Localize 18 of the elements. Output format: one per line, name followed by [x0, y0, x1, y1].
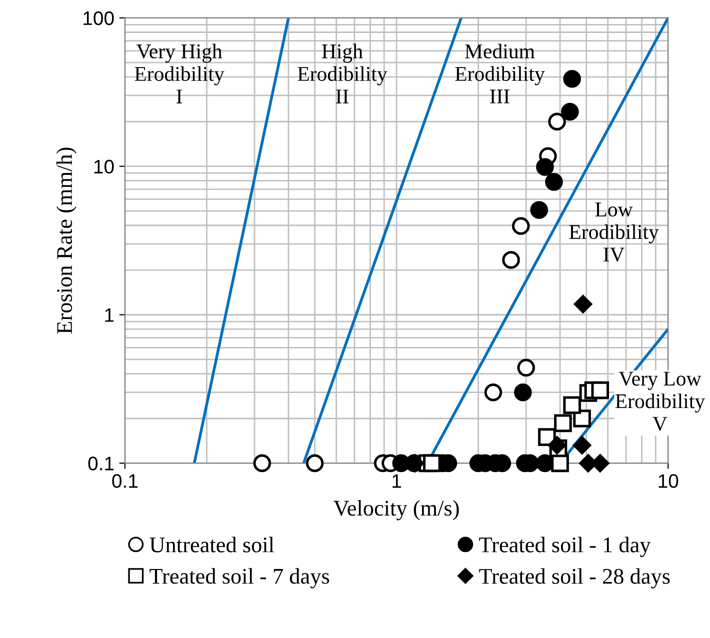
- annotation: Medium Erodibility III: [455, 44, 545, 104]
- annotation: Very High Erodibility I: [134, 44, 224, 104]
- legend-label: Treated soil - 28 days: [479, 568, 670, 588]
- y-tick-label: 10: [94, 160, 114, 174]
- legend-label: Untreated soil: [150, 536, 274, 552]
- x-tick-label: 10: [658, 474, 678, 488]
- annotation: Low Erodibility IV: [569, 202, 659, 262]
- legend-label: Treated soil - 7 days: [150, 568, 330, 588]
- annotation: Very Low Erodibility V: [615, 372, 706, 431]
- y-tick-label: 100: [84, 11, 114, 26]
- x-axis-title: Velocity (m/s): [334, 500, 459, 520]
- x-tick-label: 0.1: [112, 474, 138, 488]
- x-tick-label: 1: [392, 474, 401, 488]
- y-tick-label: 1: [105, 308, 114, 322]
- annotation: High Erodibility II: [298, 44, 388, 104]
- y-tick-label: 0.1: [88, 456, 114, 470]
- legend-label: Treated soil - 1 day: [479, 536, 651, 557]
- y-axis-title: Erosion Rate (mm/h): [56, 148, 77, 334]
